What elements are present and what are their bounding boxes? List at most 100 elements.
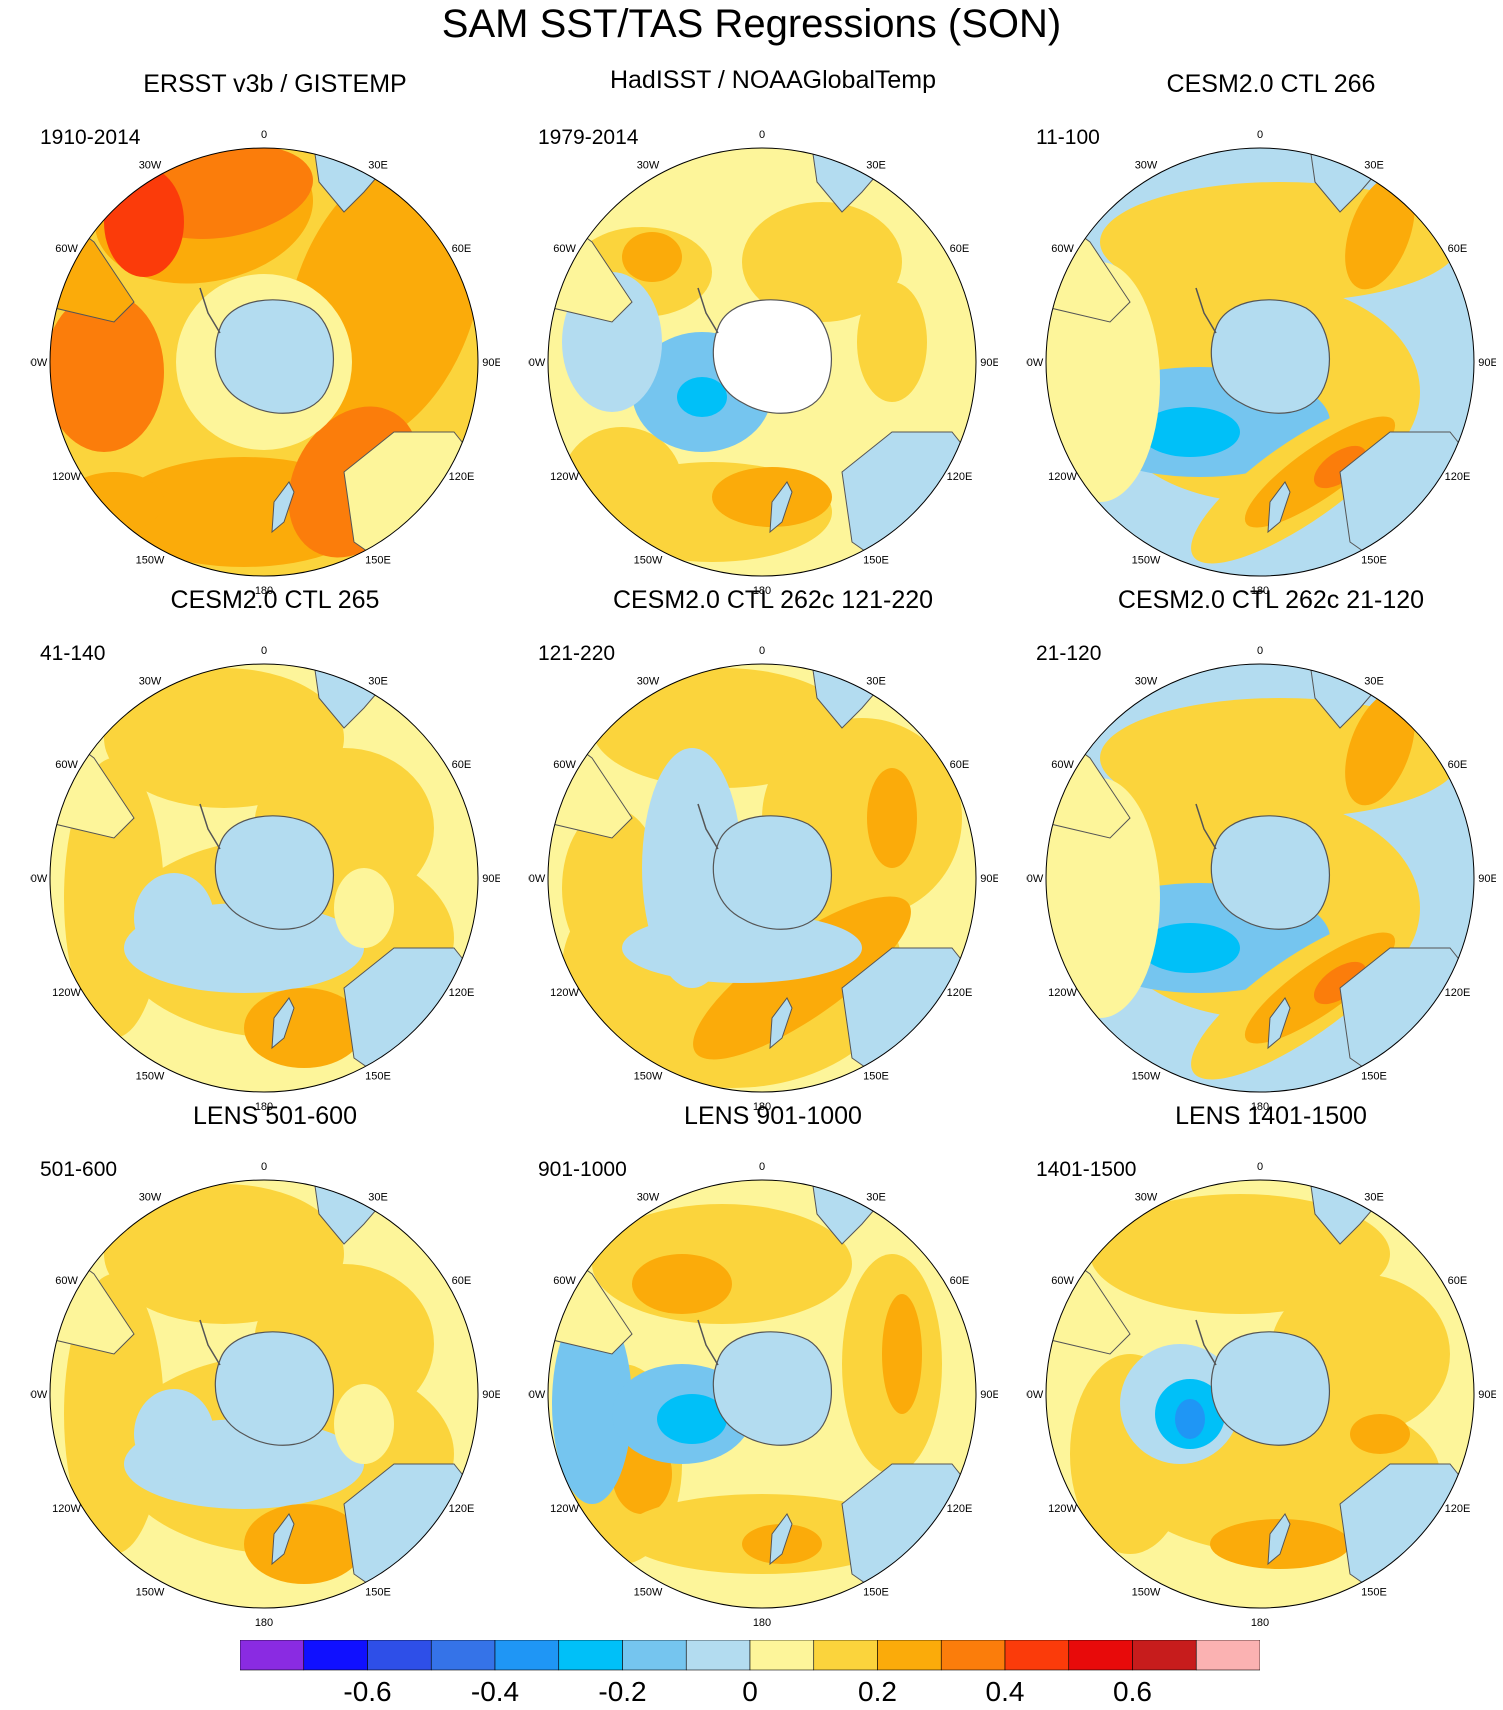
- panel-period: 1910-2014: [40, 126, 141, 149]
- map-panel: HadISST / NOAAGlobalTemp 1979-2014 0 30E 60E…: [528, 66, 1018, 597]
- contour-region: [867, 768, 917, 868]
- map-boundary: [49, 663, 479, 1093]
- longitude-label: 60W: [55, 1275, 78, 1287]
- longitude-label: 90W: [1026, 1389, 1044, 1401]
- map-panel: CESM2.0 CTL 265 41-140 0 30E 60E 90E 120E 150E 1…: [30, 586, 520, 1113]
- map-panel: CESM2.0 CTL 262c 121-220 121-220 0 30E 60E 90…: [528, 586, 1018, 1113]
- contour-region: [1345, 174, 1415, 290]
- contour-region: [857, 282, 927, 402]
- longitude-label: 120W: [1048, 1503, 1077, 1515]
- colorbar-swatch: [813, 1640, 878, 1671]
- colorbar-swatch: [367, 1640, 432, 1671]
- longitude-label: 0: [759, 129, 765, 141]
- longitude-label: 150W: [136, 1586, 165, 1598]
- longitude-label: 120E: [449, 1503, 475, 1515]
- contour-region: [134, 1389, 214, 1479]
- colorbar-swatch: [1004, 1640, 1070, 1671]
- contour-region: [1313, 961, 1367, 1005]
- longitude-label: 180: [1251, 1617, 1269, 1629]
- longitude-label: 0: [261, 129, 267, 141]
- longitude-label: 120W: [1048, 987, 1077, 999]
- longitude-label: 150E: [863, 554, 889, 566]
- polar-map: 0 30E 60E 90E 120E 150E 180 150W 120W 90W 60W 30W: [1026, 1161, 1496, 1629]
- antarctica-landmass: [1210, 299, 1331, 414]
- longitude-label: 120E: [449, 987, 475, 999]
- longitude-label: 120E: [947, 1503, 973, 1515]
- colorbar: [240, 1640, 1260, 1671]
- longitude-label: 180: [1251, 1101, 1269, 1113]
- antarctica-landmass: [712, 1331, 833, 1446]
- panel-title: LENS 501-600: [192, 1102, 357, 1130]
- colorbar-swatch: [1132, 1640, 1197, 1671]
- longitude-label: 150W: [1132, 1586, 1161, 1598]
- peninsula-coastline: [199, 803, 221, 850]
- longitude-label: 30E: [866, 1192, 886, 1204]
- longitude-label: 120W: [550, 471, 579, 483]
- map-boundary: [547, 147, 977, 577]
- antarctica-landmass: [1210, 815, 1331, 930]
- panel-title: CESM2.0 CTL 266: [1166, 70, 1376, 98]
- longitude-label: 90W: [528, 1389, 546, 1401]
- map-panel: LENS 901-1000 901-1000 0 30E 60E 90E 120E 150E 1…: [528, 1102, 1018, 1629]
- antarctica-landmass: [214, 299, 335, 414]
- contour-region: [50, 292, 164, 452]
- longitude-label: 120E: [947, 471, 973, 483]
- longitude-label: 150W: [136, 1070, 165, 1082]
- peninsula-coastline: [697, 803, 719, 850]
- peninsula-coastline: [1195, 803, 1217, 850]
- polar-map: 0 30E 60E 90E 120E 150E 180 150W 120W 90W 60W 30W: [528, 1161, 998, 1629]
- contour-region: [244, 1504, 364, 1584]
- longitude-label: 150E: [365, 1586, 391, 1598]
- longitude-label: 90E: [482, 873, 500, 885]
- longitude-label: 60W: [553, 1275, 576, 1287]
- contour-region: [334, 868, 394, 948]
- longitude-label: 60W: [1051, 759, 1074, 771]
- longitude-label: 90W: [30, 1389, 48, 1401]
- contour-region: [622, 232, 682, 282]
- longitude-label: 30E: [1364, 160, 1384, 172]
- colorbar-tick-label: -0.4: [470, 1676, 520, 1707]
- longitude-label: 90W: [528, 357, 546, 369]
- contour-region: [642, 748, 742, 988]
- longitude-label: 60E: [452, 1275, 472, 1287]
- contour-region: [244, 988, 364, 1068]
- map-boundary: [49, 1179, 479, 1609]
- longitude-label: 0: [261, 645, 267, 657]
- new-zealand-landmass: [1267, 481, 1291, 534]
- longitude-label: 180: [1251, 585, 1269, 597]
- map-panel: CESM2.0 CTL 262c 21-120 21-120 0 30E 60E 90E 1…: [1026, 586, 1503, 1113]
- longitude-label: 60E: [950, 759, 970, 771]
- longitude-label: 180: [753, 1101, 771, 1113]
- map-panel: ERSST v3b / GISTEMP 1910-2014 0 30E 60E 90E 12…: [30, 70, 520, 597]
- panel-period: 501-600: [40, 1158, 118, 1181]
- map-boundary: [547, 1179, 977, 1609]
- contour-region: [1313, 445, 1367, 489]
- longitude-label: 30W: [637, 1192, 660, 1204]
- polar-map: 0 30E 60E 90E 120E 150E 180 150W 120W 90W 60W 30W: [528, 645, 998, 1113]
- longitude-label: 30E: [368, 160, 388, 172]
- longitude-label: 30E: [866, 160, 886, 172]
- longitude-label: 0: [1257, 129, 1263, 141]
- longitude-label: 90E: [1478, 357, 1496, 369]
- antarctica-landmass: [1210, 1331, 1331, 1446]
- longitude-label: 120E: [1445, 471, 1471, 483]
- contour-region: [712, 467, 832, 527]
- polar-map: 0 30E 60E 90E 120E 150E 180 150W 120W 90W 60W 30W: [30, 129, 500, 597]
- contour-region: [677, 377, 727, 417]
- longitude-label: 180: [753, 1617, 771, 1629]
- longitude-label: 150E: [1361, 1586, 1387, 1598]
- longitude-label: 120W: [52, 471, 81, 483]
- longitude-label: 60W: [55, 759, 78, 771]
- colorbar-tick-label: 0: [742, 1676, 758, 1707]
- panel-title: LENS 1401-1500: [1175, 1102, 1367, 1130]
- longitude-label: 0: [1257, 645, 1263, 657]
- longitude-label: 30W: [139, 676, 162, 688]
- map-boundary: [1045, 1179, 1475, 1609]
- longitude-label: 30W: [139, 1192, 162, 1204]
- panel-period: 901-1000: [538, 1158, 627, 1181]
- colorbar-swatch: [749, 1640, 815, 1671]
- longitude-label: 0: [759, 645, 765, 657]
- colorbar-swatch: [494, 1640, 560, 1671]
- colorbar-swatch: [430, 1640, 496, 1671]
- longitude-label: 60E: [1448, 1275, 1468, 1287]
